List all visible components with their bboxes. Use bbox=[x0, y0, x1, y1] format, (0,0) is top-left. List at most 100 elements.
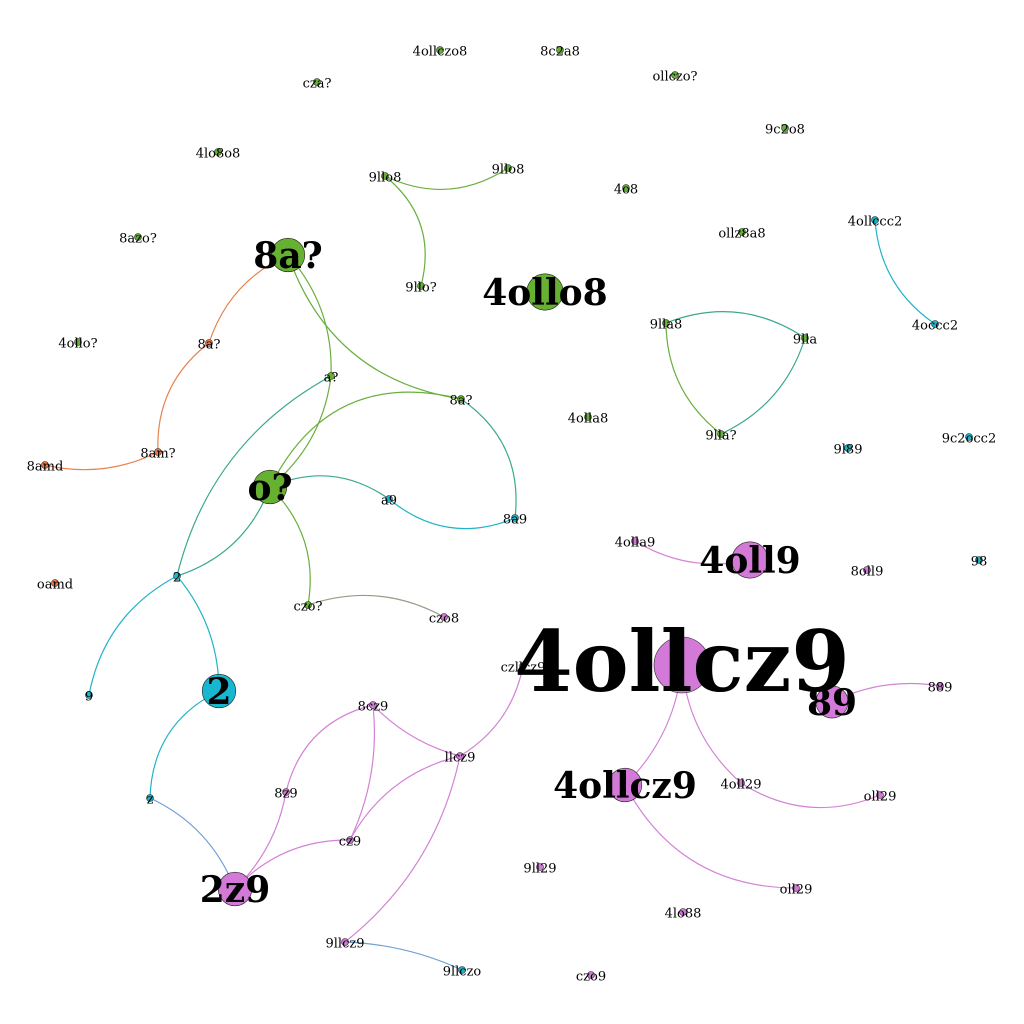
node-label: 9llo8 bbox=[369, 171, 402, 186]
graph-node[interactable] bbox=[456, 752, 464, 760]
graph-node[interactable] bbox=[217, 871, 253, 907]
node-label: 4olla9 bbox=[615, 536, 655, 551]
node-label: 4olla8 bbox=[568, 412, 608, 427]
graph-node[interactable] bbox=[556, 46, 564, 54]
graph-node[interactable] bbox=[717, 430, 725, 438]
graph-node[interactable] bbox=[457, 395, 465, 403]
graph-node[interactable] bbox=[134, 233, 142, 241]
graph-node[interactable] bbox=[936, 682, 944, 690]
node-label: 4oll29 bbox=[721, 778, 762, 793]
node-label: 8cz9 bbox=[358, 700, 389, 715]
node-layer bbox=[41, 46, 983, 979]
graph-node[interactable] bbox=[737, 779, 745, 787]
graph-edge bbox=[349, 704, 376, 841]
node-label: 8a9 bbox=[503, 513, 527, 528]
graph-edge bbox=[307, 594, 445, 618]
node-label: oamd bbox=[37, 578, 73, 593]
node-label: 8azo? bbox=[119, 232, 157, 247]
node-label: 4ollcz9 bbox=[514, 612, 850, 711]
graph-node[interactable] bbox=[965, 433, 973, 441]
graph-node[interactable] bbox=[214, 148, 222, 156]
graph-node[interactable] bbox=[587, 971, 595, 979]
node-label: 4lo8o8 bbox=[196, 147, 241, 162]
graph-node[interactable] bbox=[536, 863, 544, 871]
label-layer: 4ollcz94ollo84oll94ollcz9898a?o?22z94oll… bbox=[27, 45, 997, 985]
graph-node[interactable] bbox=[975, 556, 983, 564]
node-label: 9llcz9 bbox=[326, 937, 365, 952]
graph-node[interactable] bbox=[41, 461, 49, 469]
graph-node[interactable] bbox=[519, 662, 527, 670]
node-label: cza? bbox=[303, 77, 332, 92]
node-label: 9lla8 bbox=[650, 318, 683, 333]
graph-node[interactable] bbox=[511, 514, 519, 522]
graph-node[interactable] bbox=[653, 636, 711, 694]
node-label: czo? bbox=[294, 600, 323, 615]
graph-node[interactable] bbox=[385, 495, 393, 503]
graph-edge bbox=[665, 311, 806, 339]
graph-edge bbox=[874, 219, 936, 325]
graph-edge bbox=[157, 342, 210, 453]
node-label: 98 bbox=[971, 555, 988, 570]
graph-node[interactable] bbox=[327, 372, 335, 380]
graph-node[interactable] bbox=[146, 794, 154, 802]
node-label: o? bbox=[247, 467, 292, 509]
graph-node[interactable] bbox=[662, 319, 670, 327]
graph-node[interactable] bbox=[863, 566, 871, 574]
node-label: 8c2a8 bbox=[540, 45, 580, 60]
graph-node[interactable] bbox=[252, 469, 288, 505]
node-label: 8a? bbox=[253, 235, 322, 277]
graph-node[interactable] bbox=[74, 338, 82, 346]
node-label: 8am? bbox=[140, 447, 175, 462]
graph-node[interactable] bbox=[792, 884, 800, 892]
node-label: 9llo8 bbox=[492, 163, 525, 178]
node-label: a9 bbox=[381, 494, 397, 509]
graph-node[interactable] bbox=[270, 237, 306, 273]
graph-node[interactable] bbox=[346, 836, 354, 844]
graph-node[interactable] bbox=[801, 334, 809, 342]
graph-node[interactable] bbox=[313, 78, 321, 86]
graph-node[interactable] bbox=[584, 413, 592, 421]
graph-node[interactable] bbox=[679, 908, 687, 916]
graph-node[interactable] bbox=[436, 46, 444, 54]
graph-node[interactable] bbox=[440, 613, 448, 621]
graph-node[interactable] bbox=[931, 320, 939, 328]
node-label: 9lla? bbox=[705, 429, 736, 444]
graph-node[interactable] bbox=[738, 228, 746, 236]
graph-node[interactable] bbox=[504, 164, 512, 172]
node-label: 889 bbox=[928, 681, 953, 696]
graph-edge bbox=[285, 704, 374, 793]
graph-node[interactable] bbox=[51, 579, 59, 587]
graph-node[interactable] bbox=[85, 691, 93, 699]
graph-node[interactable] bbox=[201, 673, 237, 709]
node-label: ollz8a8 bbox=[718, 227, 765, 242]
graph-node[interactable] bbox=[631, 537, 639, 545]
graph-node[interactable] bbox=[154, 448, 162, 456]
graph-node[interactable] bbox=[458, 966, 466, 974]
graph-node[interactable] bbox=[282, 788, 290, 796]
graph-node[interactable] bbox=[304, 601, 312, 609]
graph-node[interactable] bbox=[607, 767, 643, 803]
graph-node[interactable] bbox=[815, 685, 849, 719]
graph-node[interactable] bbox=[844, 444, 852, 452]
node-label: 4ollo? bbox=[58, 337, 97, 352]
graph-edge bbox=[388, 498, 516, 530]
node-label: 8a? bbox=[450, 394, 473, 409]
graph-node[interactable] bbox=[781, 124, 789, 132]
node-label: ollczo? bbox=[652, 70, 697, 85]
graph-node[interactable] bbox=[731, 541, 769, 579]
graph-edge bbox=[44, 451, 159, 471]
graph-node[interactable] bbox=[671, 71, 679, 79]
graph-node[interactable] bbox=[622, 184, 630, 192]
graph-node[interactable] bbox=[526, 273, 564, 311]
node-label: 8a? bbox=[198, 338, 221, 353]
graph-node[interactable] bbox=[205, 339, 213, 347]
graph-node[interactable] bbox=[417, 282, 425, 290]
graph-node[interactable] bbox=[369, 701, 377, 709]
graph-node[interactable] bbox=[381, 172, 389, 180]
graph-node[interactable] bbox=[341, 938, 349, 946]
graph-node[interactable] bbox=[871, 216, 879, 224]
node-label: 9l89 bbox=[834, 443, 863, 458]
graph-node[interactable] bbox=[173, 572, 181, 580]
graph-node[interactable] bbox=[876, 791, 884, 799]
